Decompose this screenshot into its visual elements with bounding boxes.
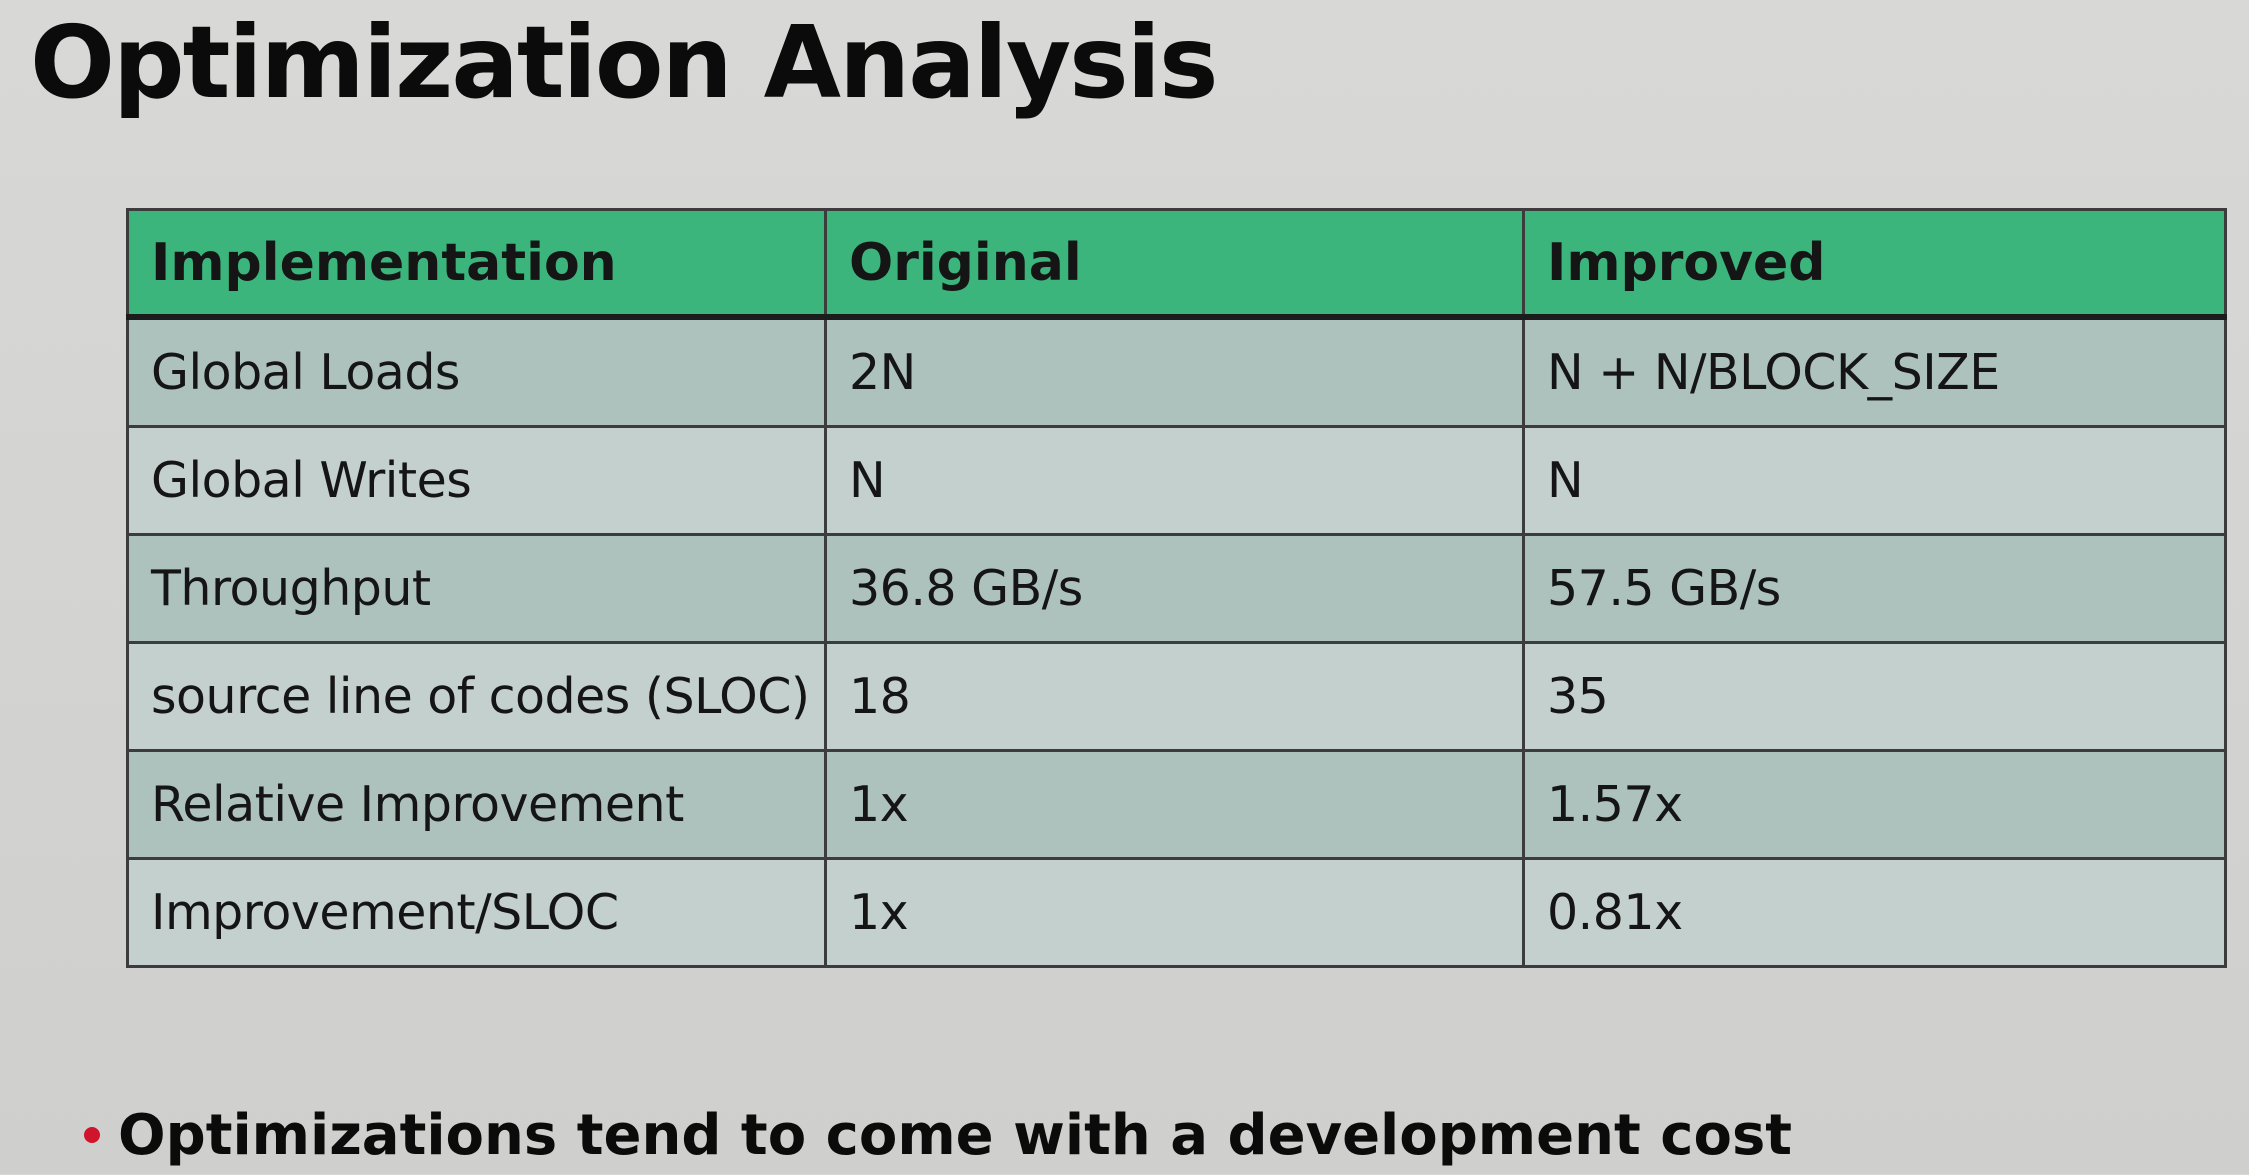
bullet-item: Optimizations tend to come with a develo… [84,1095,1792,1175]
row-label: Improvement/SLOC [126,857,827,968]
improved-value: 35 [1522,641,2227,752]
column-header-improved: Improved [1522,208,2227,320]
improved-value: N [1522,425,2227,536]
improved-value: N + N/BLOCK_SIZE [1522,315,2227,428]
table-row: Relative Improvement 1x 1.57x [126,749,2227,860]
column-header-implementation: Implementation [126,208,827,320]
bullet-text: Optimizations tend to come with a develo… [118,1102,1793,1168]
table-row: Improvement/SLOC 1x 0.81x [126,857,2227,968]
original-value: 36.8 GB/s [824,533,1525,644]
original-value: 18 [824,641,1525,752]
original-value: 2N [824,315,1525,428]
table-row: Global Loads 2N N + N/BLOCK_SIZE [126,315,2227,428]
comparison-table: Implementation Original Improved Global … [126,208,2227,968]
original-value: 1x [824,749,1525,860]
row-label: Relative Improvement [126,749,827,860]
row-label: Global Writes [126,425,827,536]
improved-value: 57.5 GB/s [1522,533,2227,644]
row-label: Throughput [126,533,827,644]
table-row: Global Writes N N [126,425,2227,536]
table-header-row: Implementation Original Improved [126,208,2227,320]
original-value: 1x [824,857,1525,968]
improved-value: 0.81x [1522,857,2227,968]
row-label: Global Loads [126,315,827,428]
table-row: source line of codes (SLOC) 18 35 [126,641,2227,752]
column-header-original: Original [824,208,1525,320]
table-row: Throughput 36.8 GB/s 57.5 GB/s [126,533,2227,644]
bullet-dot-icon [84,1127,100,1143]
slide-title: Optimization Analysis [30,4,1218,121]
original-value: N [824,425,1525,536]
improved-value: 1.57x [1522,749,2227,860]
row-label: source line of codes (SLOC) [126,641,827,752]
